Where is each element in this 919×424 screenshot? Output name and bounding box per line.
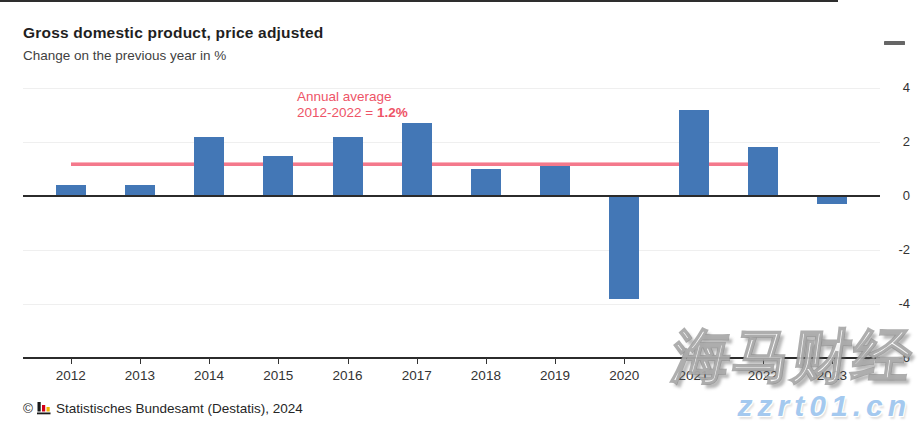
bar-2014[interactable] xyxy=(194,137,224,196)
x-axis-label-2019: 2019 xyxy=(525,368,585,383)
bar-2023[interactable] xyxy=(817,196,847,204)
x-axis-tick xyxy=(486,358,487,364)
bar-2019[interactable] xyxy=(540,166,570,196)
x-axis-tick xyxy=(763,358,764,364)
x-axis-tick xyxy=(278,358,279,364)
x-axis-label-2020: 2020 xyxy=(594,368,654,383)
source-text: Statistisches Bundesamt (Destatis), 2024 xyxy=(56,401,303,416)
bar-2020[interactable] xyxy=(609,196,639,299)
bar-2018[interactable] xyxy=(471,169,501,196)
bar-2017[interactable] xyxy=(402,123,432,196)
x-axis-label-2016: 2016 xyxy=(318,368,378,383)
x-axis-label-2014: 2014 xyxy=(179,368,239,383)
x-axis-tick xyxy=(694,358,695,364)
gridline xyxy=(23,304,880,305)
bar-2015[interactable] xyxy=(263,156,293,197)
x-axis-label-2021: 2021 xyxy=(664,368,724,383)
x-axis-label-2012: 2012 xyxy=(41,368,101,383)
x-axis-label-2022: 2022 xyxy=(733,368,793,383)
copyright-symbol: © xyxy=(23,401,33,416)
x-axis-tick xyxy=(624,358,625,364)
x-axis-tick xyxy=(71,358,72,364)
x-axis-tick xyxy=(417,358,418,364)
x-axis-tick xyxy=(348,358,349,364)
y-axis-label: 0 xyxy=(876,188,910,203)
x-axis-tick xyxy=(555,358,556,364)
destatis-bar-chart-icon xyxy=(37,399,51,418)
bar-2016[interactable] xyxy=(333,137,363,196)
y-axis-label: -4 xyxy=(876,296,910,311)
zero-line xyxy=(23,195,880,197)
y-axis-label: -2 xyxy=(876,242,910,257)
gridline xyxy=(23,142,880,143)
x-axis-tick xyxy=(209,358,210,364)
average-annotation-value: 1.2% xyxy=(377,105,408,120)
y-axis-label: 2 xyxy=(876,134,910,149)
x-axis-label-2017: 2017 xyxy=(387,368,447,383)
x-axis-label-2018: 2018 xyxy=(456,368,516,383)
source-line: © Statistisches Bundesamt (Destatis), 20… xyxy=(23,399,303,418)
x-axis-label-2013: 2013 xyxy=(110,368,170,383)
x-axis-label-2015: 2015 xyxy=(248,368,308,383)
plot-area: 4 2 0 -2 -4 -6 2012 2013 2014 2015 2016 2017 2018 201… xyxy=(0,0,919,424)
gdp-chart-card: Gross domestic product, price adjusted C… xyxy=(0,0,919,424)
gridline xyxy=(23,250,880,251)
average-annotation: Annual average 2012-2022 = 1.2% xyxy=(297,89,408,121)
gridline xyxy=(23,88,880,89)
x-axis-tick xyxy=(832,358,833,364)
average-annotation-line1: Annual average xyxy=(297,89,392,104)
gridline xyxy=(23,357,880,359)
x-axis-tick xyxy=(140,358,141,364)
x-axis-label-2023: 2023 xyxy=(802,368,862,383)
y-axis-label: -6 xyxy=(876,350,910,365)
bar-2022[interactable] xyxy=(748,147,778,196)
bar-2021[interactable] xyxy=(679,110,709,196)
average-annotation-prefix: 2012-2022 = xyxy=(297,105,377,120)
y-axis-label: 4 xyxy=(876,80,910,95)
